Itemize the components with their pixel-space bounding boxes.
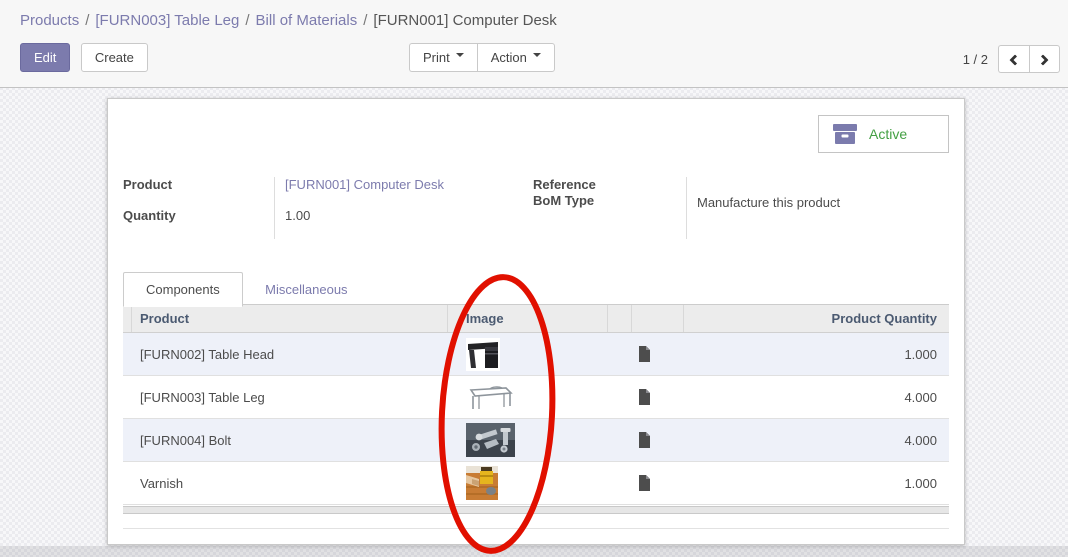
component-quantity: 4.000 bbox=[904, 432, 937, 448]
desk-thumbnail bbox=[466, 337, 500, 371]
pager-counter: 1 / 2 bbox=[962, 51, 988, 67]
create-button[interactable]: Create bbox=[80, 43, 148, 72]
tab-miscellaneous[interactable]: Miscellaneous bbox=[265, 282, 348, 297]
empty-cell bbox=[608, 462, 632, 504]
action-dropdown-button[interactable]: Action bbox=[476, 43, 555, 72]
product-column-header: Product bbox=[132, 305, 448, 332]
control-panel: Products / [FURN003] Table Leg / Bill of Mat… bbox=[0, 0, 1068, 88]
row-handle bbox=[123, 462, 132, 504]
product-field-value[interactable]: [FURN001] Computer Desk bbox=[285, 177, 444, 192]
print-dropdown-button[interactable]: Print bbox=[409, 43, 477, 72]
quantity-column-header: Product Quantity bbox=[831, 311, 937, 326]
empty-cell bbox=[608, 376, 632, 418]
field-groups: Product Quantity [FURN001] Computer Desk… bbox=[123, 177, 949, 239]
breadcrumb-link-products[interactable]: Products bbox=[20, 12, 80, 29]
pager: 1 / 2 bbox=[963, 45, 1060, 73]
component-quantity: 1.000 bbox=[904, 346, 937, 362]
bom-type-field-value: Manufacture this product bbox=[697, 195, 841, 210]
table-bottom-line bbox=[123, 528, 949, 529]
component-quantity: 1.000 bbox=[904, 475, 937, 491]
field-group-left: Product Quantity [FURN001] Computer Desk… bbox=[123, 177, 533, 239]
empty-cell bbox=[608, 333, 632, 375]
breadcrumb-separator: / bbox=[363, 12, 368, 29]
row-handle bbox=[123, 419, 132, 461]
document-icon bbox=[639, 432, 650, 448]
edit-button[interactable]: Edit bbox=[20, 43, 71, 72]
table-row[interactable]: [FURN004] Bolt bbox=[123, 419, 949, 462]
breadcrumb-link-table-leg[interactable]: [FURN003] Table Leg bbox=[95, 12, 240, 29]
breadcrumb-link-bill-of-materials[interactable]: Bill of Materials bbox=[255, 12, 358, 29]
active-stat-button[interactable]: Active bbox=[818, 115, 949, 153]
varnish-thumbnail bbox=[466, 466, 498, 500]
empty-cell bbox=[608, 419, 632, 461]
components-table: Product Image Product Quantity [FURN002]… bbox=[123, 305, 949, 529]
breadcrumb: Products / [FURN003] Table Leg / Bill of Mat… bbox=[20, 12, 557, 29]
field-group-right: Reference BoM Type Manufacture this prod… bbox=[533, 177, 949, 239]
image-column-header: Image bbox=[448, 305, 608, 332]
form-buttons: Edit Create bbox=[20, 43, 154, 72]
component-product-name: [FURN002] Table Head bbox=[140, 346, 275, 362]
active-stat-label: Active bbox=[869, 126, 908, 142]
component-product-name: [FURN004] Bolt bbox=[140, 432, 232, 448]
row-handle bbox=[123, 376, 132, 418]
chevron-down-icon bbox=[455, 53, 464, 61]
product-field-label: Product bbox=[123, 177, 173, 192]
table-footer-band bbox=[123, 506, 949, 514]
pager-previous-button[interactable] bbox=[998, 45, 1029, 73]
bom-type-field-label: BoM Type bbox=[533, 193, 595, 208]
sidebar-buttons: Print Action bbox=[409, 43, 555, 72]
bolts-thumbnail bbox=[466, 423, 515, 457]
table-row[interactable]: Varnish bbox=[123, 462, 949, 505]
document-icon bbox=[639, 475, 650, 491]
chevron-down-icon bbox=[532, 53, 541, 61]
table-row[interactable]: [FURN002] Table Head bbox=[123, 333, 949, 376]
chevron-right-icon bbox=[1037, 54, 1049, 66]
document-column-header bbox=[632, 305, 684, 332]
chevron-left-icon bbox=[1009, 54, 1021, 66]
breadcrumb-separator: / bbox=[245, 12, 250, 29]
breadcrumb-current: [FURN001] Computer Desk bbox=[373, 12, 557, 29]
handle-column-header bbox=[123, 305, 132, 332]
quantity-field-value: 1.00 bbox=[285, 208, 311, 223]
table-frame-thumbnail bbox=[466, 383, 513, 411]
notebook: Components Miscellaneous Product Image P… bbox=[123, 271, 949, 529]
breadcrumb-separator: / bbox=[85, 12, 90, 29]
document-icon bbox=[639, 389, 650, 405]
archive-box-icon bbox=[833, 124, 857, 144]
table-header-row: Product Image Product Quantity bbox=[123, 305, 949, 333]
component-quantity: 4.000 bbox=[904, 389, 937, 405]
bottom-edge-shade bbox=[0, 546, 1068, 557]
empty-column-header bbox=[608, 305, 632, 332]
document-icon bbox=[639, 346, 650, 362]
component-product-name: Varnish bbox=[140, 475, 184, 491]
row-handle bbox=[123, 333, 132, 375]
reference-field-label: Reference bbox=[533, 177, 596, 192]
tab-bar: Components Miscellaneous bbox=[123, 271, 949, 307]
quantity-field-label: Quantity bbox=[123, 208, 176, 223]
table-row[interactable]: [FURN003] Table Leg bbox=[123, 376, 949, 419]
action-label: Action bbox=[490, 50, 527, 65]
pager-next-button[interactable] bbox=[1029, 45, 1060, 73]
tab-components[interactable]: Components bbox=[123, 272, 243, 307]
print-label: Print bbox=[423, 50, 450, 65]
form-sheet: Active Product Quantity [FURN001] Comput… bbox=[107, 98, 965, 545]
component-product-name: [FURN003] Table Leg bbox=[140, 389, 265, 405]
